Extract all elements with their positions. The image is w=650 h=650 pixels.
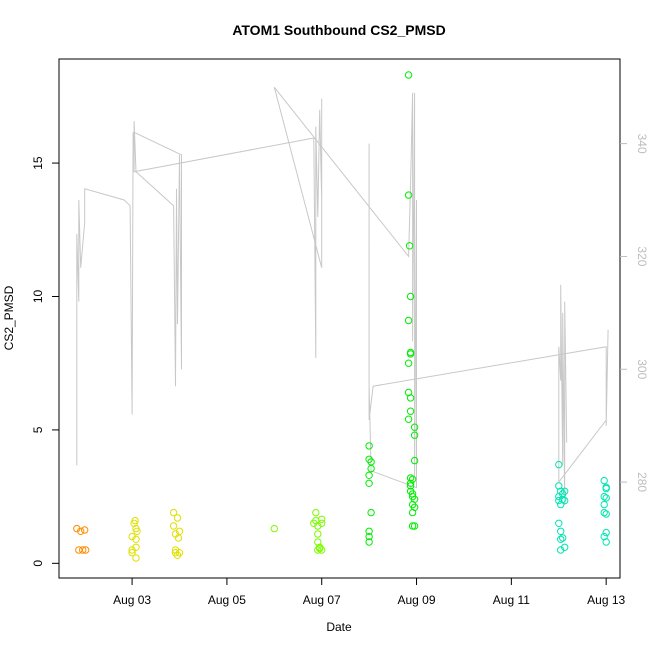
data-point bbox=[561, 487, 569, 495]
data-point bbox=[367, 508, 375, 517]
data-point bbox=[557, 527, 565, 535]
data-point bbox=[131, 516, 139, 525]
data-point bbox=[602, 484, 610, 493]
x-tick-label: Aug 03 bbox=[113, 593, 151, 607]
data-point bbox=[561, 496, 569, 505]
data-point bbox=[406, 474, 415, 482]
data-point bbox=[602, 510, 610, 518]
y-axis: 0 5 10 15 bbox=[31, 156, 59, 567]
data-point bbox=[169, 522, 178, 530]
data-point bbox=[410, 503, 419, 511]
data-point bbox=[79, 546, 87, 554]
x-tick-label: Aug 07 bbox=[303, 593, 341, 607]
data-point bbox=[367, 464, 375, 473]
data-point bbox=[365, 479, 373, 487]
data-point bbox=[169, 508, 178, 517]
data-point bbox=[132, 543, 140, 551]
data-point bbox=[314, 530, 322, 538]
x-tick-label: Aug 05 bbox=[208, 593, 246, 607]
data-point bbox=[410, 495, 419, 503]
data-point bbox=[408, 522, 417, 530]
data-point bbox=[600, 508, 608, 517]
data-point bbox=[406, 350, 415, 358]
data-point bbox=[410, 456, 419, 465]
data-point bbox=[365, 538, 373, 546]
data-point bbox=[406, 479, 415, 487]
y-tick-label: 0 bbox=[31, 560, 45, 567]
data-point bbox=[600, 500, 608, 509]
y2-tick-label: 320 bbox=[635, 246, 649, 266]
data-point bbox=[559, 495, 567, 503]
y-axis-label: CS2_PMSD bbox=[2, 285, 16, 350]
data-point bbox=[406, 394, 415, 402]
data-point bbox=[175, 527, 184, 535]
x-tick-label: Aug 09 bbox=[398, 593, 436, 607]
data-point bbox=[318, 515, 326, 523]
data-point bbox=[600, 492, 608, 501]
data-point bbox=[82, 546, 90, 554]
chart-title: ATOM1 Southbound CS2_PMSD bbox=[232, 22, 445, 38]
trace-line bbox=[76, 86, 609, 505]
data-point bbox=[132, 554, 140, 562]
data-point bbox=[365, 527, 373, 535]
data-point bbox=[602, 528, 610, 537]
data-point bbox=[175, 549, 184, 557]
data-point bbox=[404, 191, 413, 199]
y2-tick-label: 340 bbox=[635, 134, 649, 154]
data-point bbox=[128, 549, 136, 557]
data-point bbox=[600, 476, 608, 485]
data-point bbox=[365, 471, 373, 479]
data-point bbox=[555, 460, 563, 469]
data-point bbox=[410, 423, 419, 431]
data-point bbox=[406, 292, 415, 301]
data-point bbox=[365, 442, 373, 450]
points-layer bbox=[73, 71, 610, 562]
data-point bbox=[404, 316, 413, 325]
y2-tick-label: 300 bbox=[635, 359, 649, 379]
data-point bbox=[318, 546, 326, 554]
y-tick-label: 10 bbox=[31, 289, 45, 303]
x-axis: Aug 03 Aug 05 Aug 07 Aug 09 Aug 11 Aug 13 bbox=[113, 577, 626, 607]
data-point bbox=[410, 431, 419, 439]
x-tick-label: Aug 13 bbox=[587, 593, 625, 607]
data-point bbox=[405, 242, 414, 250]
data-point bbox=[132, 535, 140, 543]
data-point bbox=[365, 532, 373, 541]
data-point bbox=[404, 359, 413, 367]
data-point bbox=[404, 415, 413, 423]
data-point bbox=[314, 538, 322, 546]
y2-tick-label: 280 bbox=[635, 472, 649, 492]
data-point bbox=[406, 482, 415, 490]
y-tick-label: 5 bbox=[31, 426, 45, 433]
data-point bbox=[404, 71, 413, 79]
data-point bbox=[312, 508, 320, 517]
y-tick-label: 15 bbox=[31, 156, 45, 170]
data-point bbox=[408, 475, 417, 483]
data-point bbox=[81, 526, 89, 534]
data-point bbox=[270, 524, 278, 533]
trace-layer bbox=[76, 86, 609, 505]
data-point bbox=[173, 514, 182, 522]
x-axis-label: Date bbox=[326, 620, 352, 634]
data-point bbox=[77, 527, 85, 535]
data-point bbox=[318, 519, 326, 527]
data-point bbox=[602, 538, 610, 546]
data-point bbox=[410, 522, 419, 530]
data-point bbox=[559, 534, 567, 542]
data-point bbox=[561, 543, 569, 551]
data-point bbox=[406, 407, 415, 415]
y2-axis: 280 300 320 340 bbox=[620, 134, 649, 492]
data-point bbox=[555, 519, 563, 527]
x-tick-label: Aug 11 bbox=[493, 593, 530, 607]
data-point bbox=[602, 494, 610, 502]
data-point bbox=[557, 535, 565, 543]
data-point bbox=[133, 527, 141, 535]
